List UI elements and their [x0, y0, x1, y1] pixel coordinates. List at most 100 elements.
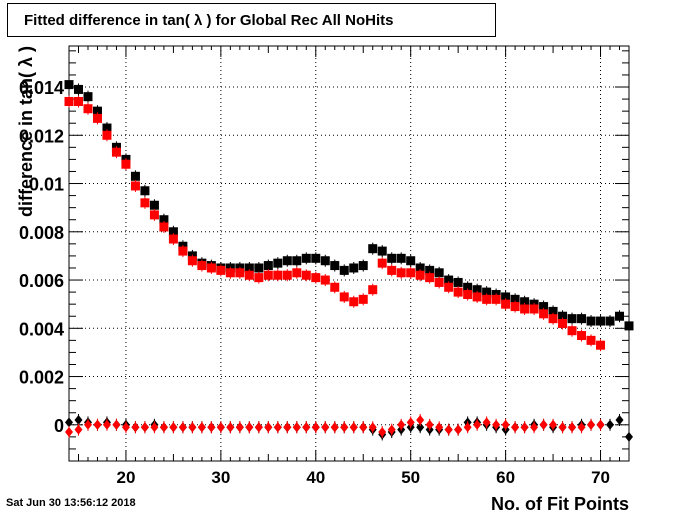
x-tick-label: 50 — [401, 468, 420, 487]
data-point-diamond — [83, 419, 92, 430]
data-point-square — [149, 210, 159, 220]
data-point-diamond — [397, 419, 406, 430]
data-point-square — [406, 268, 416, 278]
data-point-diamond — [568, 422, 577, 433]
data-point-square — [444, 282, 454, 292]
data-point-diamond — [169, 422, 178, 433]
data-point-square — [339, 292, 349, 302]
data-point-diamond — [264, 422, 273, 433]
data-point-diamond — [121, 422, 130, 433]
data-point-square — [358, 261, 368, 271]
data-point-square — [225, 268, 235, 278]
data-point-diamond — [197, 422, 206, 433]
data-point-diamond — [444, 424, 453, 435]
footer-timestamp: Sat Jun 30 13:56:12 2018 — [6, 497, 136, 509]
data-point-square — [311, 273, 321, 283]
data-point-diamond — [492, 419, 501, 430]
data-point-diamond — [454, 424, 463, 435]
data-points — [64, 78, 634, 443]
data-point-square — [282, 270, 292, 280]
data-point-square — [415, 270, 425, 280]
data-point-square — [168, 234, 178, 244]
data-point-square — [320, 275, 330, 285]
data-point-diamond — [416, 422, 425, 433]
data-point-square — [482, 294, 492, 304]
data-point-square — [482, 287, 492, 297]
data-point-square — [510, 302, 520, 312]
data-point-square — [73, 96, 83, 106]
data-point-diamond — [140, 422, 149, 433]
data-point-square — [444, 275, 454, 285]
data-point-diamond — [606, 419, 615, 430]
data-point-square — [358, 294, 368, 304]
data-point-diamond — [112, 419, 121, 430]
data-point-square — [92, 113, 102, 123]
data-point-diamond — [321, 422, 330, 433]
data-point-square — [111, 147, 121, 157]
data-point-square — [292, 256, 302, 266]
y-tick-label: 0.012 — [19, 126, 64, 146]
data-point-diamond — [387, 424, 396, 435]
data-point-diamond — [311, 422, 320, 433]
data-point-square — [567, 314, 577, 324]
data-point-square — [539, 309, 549, 319]
data-point-square — [586, 335, 596, 345]
data-point-square — [548, 314, 558, 324]
data-point-square — [330, 261, 340, 271]
data-point-diamond — [530, 422, 539, 433]
data-point-square — [577, 331, 587, 341]
data-point-square — [159, 222, 169, 232]
data-point-square — [263, 261, 273, 271]
data-point-square — [254, 263, 264, 273]
data-point-diamond — [625, 431, 633, 442]
data-point-square — [263, 270, 273, 280]
data-point-square — [320, 256, 330, 266]
data-point-diamond — [378, 427, 387, 438]
chart-title-box: Fitted difference in tan( λ ) for Global… — [7, 3, 496, 37]
data-point-diamond — [577, 422, 586, 433]
data-point-square — [577, 314, 587, 324]
data-point-diamond — [178, 422, 187, 433]
data-point-diamond — [245, 422, 254, 433]
data-point-diamond — [188, 422, 197, 433]
data-point-square — [368, 285, 378, 295]
data-point-square — [453, 287, 463, 297]
data-point-square — [434, 268, 444, 278]
data-point-square — [83, 92, 93, 102]
data-point-diamond — [501, 419, 510, 430]
data-point-square — [244, 263, 254, 273]
y-tick-label: 0.008 — [19, 223, 64, 243]
data-point-diamond — [511, 422, 520, 433]
data-point-square — [197, 261, 207, 271]
x-tick-label: 40 — [306, 468, 325, 487]
data-point-square — [520, 297, 530, 307]
data-point-square — [73, 84, 83, 94]
data-point-diamond — [131, 422, 140, 433]
data-point-square — [406, 256, 416, 266]
data-point-diamond — [435, 422, 444, 433]
data-point-square — [301, 270, 311, 280]
data-point-diamond — [150, 422, 159, 433]
data-point-diamond — [359, 422, 368, 433]
data-point-square — [529, 304, 539, 314]
data-point-diamond — [482, 417, 491, 428]
data-point-square — [567, 326, 577, 336]
x-tick-label: 60 — [496, 468, 515, 487]
data-point-square — [311, 253, 321, 263]
data-point-diamond — [406, 417, 415, 428]
data-point-square — [102, 130, 112, 140]
axes: 20 30 40 50 60 70 0 0.002 0.004 0.006 0.008 0.01 0.0… — [19, 46, 630, 487]
data-point-square — [140, 198, 150, 208]
data-point-square — [491, 294, 501, 304]
data-point-diamond — [159, 422, 168, 433]
data-point-square — [387, 253, 397, 263]
data-point-square — [235, 268, 245, 278]
data-point-square — [349, 263, 359, 273]
data-point-square — [244, 270, 254, 280]
y-axis-label: difference in tan( λ ) — [16, 46, 36, 217]
data-point-square — [624, 321, 634, 331]
data-point-square — [472, 285, 482, 295]
chart-title: Fitted difference in tan( λ ) for Global… — [24, 11, 394, 29]
data-point-square — [149, 200, 159, 210]
data-point-diamond — [235, 422, 244, 433]
